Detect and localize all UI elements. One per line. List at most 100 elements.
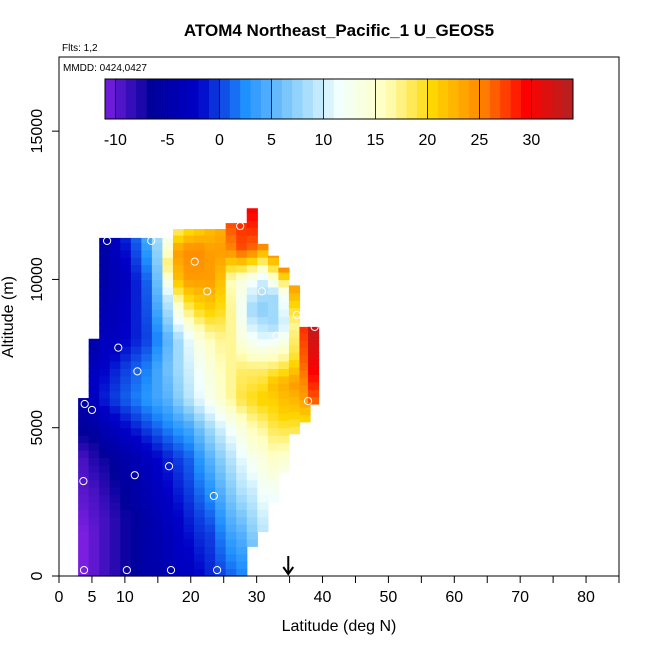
curtain-cell: [130, 257, 142, 266]
curtain-cell: [162, 323, 174, 332]
curtain-cell: [130, 398, 142, 407]
curtain-cell: [246, 294, 258, 303]
curtain-cell: [88, 546, 100, 555]
curtain-cell: [236, 360, 248, 369]
curtain-cell: [141, 435, 153, 444]
curtain-cell: [288, 307, 301, 316]
curtain-cell: [236, 272, 248, 281]
curtain-cell: [225, 457, 237, 466]
curtain-cell: [236, 487, 248, 496]
curtain-cell: [151, 338, 164, 347]
curtain-cell: [267, 449, 279, 458]
curtain-cell: [130, 272, 142, 281]
curtain-cell: [225, 568, 237, 577]
curtain-cell: [215, 501, 227, 510]
curtain-cell: [225, 279, 237, 288]
sample-point: [213, 565, 222, 575]
curtain-cell: [99, 294, 111, 303]
curtain-cell: [215, 427, 227, 436]
curtain-cell: [120, 249, 132, 258]
curtain-cell: [172, 375, 185, 384]
curtain-cell: [99, 360, 111, 369]
curtain-cell: [225, 346, 237, 355]
curtain-cell: [141, 516, 153, 525]
curtain-cell: [215, 279, 227, 288]
curtain-cell: [225, 390, 237, 399]
curtain-cell: [194, 323, 206, 332]
curtain-cell: [88, 531, 100, 540]
curtain-cell: [267, 487, 279, 496]
curtain-cell: [141, 494, 153, 503]
curtain-cell: [120, 516, 132, 525]
curtain-cell: [120, 353, 132, 362]
curtain-cell: [151, 516, 164, 525]
y-tick-label: 0: [29, 571, 46, 580]
curtain-cell: [236, 390, 248, 399]
curtain-cell: [204, 368, 216, 377]
curtain-cell: [120, 531, 132, 540]
curtain-cell: [194, 383, 206, 392]
curtain-cell: [130, 331, 142, 340]
curtain-cell: [215, 301, 227, 310]
curtain-cell: [215, 331, 227, 340]
curtain-cell: [194, 457, 206, 466]
curtain-cell: [288, 374, 301, 383]
curtain-cell: [151, 405, 164, 414]
curtain-cell: [151, 390, 164, 399]
curtain-cell: [278, 442, 290, 451]
sample-point: [133, 367, 142, 376]
curtain-cell: [246, 220, 258, 229]
curtain-cell: [172, 309, 185, 318]
curtain-cell: [236, 420, 248, 429]
curtain-cell: [204, 546, 216, 555]
curtain-cell: [183, 524, 195, 533]
curtain-cell: [99, 368, 111, 377]
sample-point: [164, 462, 174, 471]
curtain-cell: [78, 487, 90, 496]
curtain-cell: [183, 242, 195, 251]
curtain-cell: [172, 346, 185, 355]
curtain-cell: [172, 353, 185, 362]
curtain-cell: [183, 257, 195, 266]
curtain-cell: [246, 346, 258, 355]
curtain-cell: [141, 524, 153, 533]
curtain-cell: [183, 479, 195, 488]
curtain-cell: [141, 368, 153, 377]
curtain-cell: [99, 237, 111, 243]
curtain-cell: [257, 338, 269, 347]
curtain-cell: [236, 405, 248, 414]
curtain-cell: [130, 316, 142, 325]
curtain-cell: [109, 316, 121, 325]
curtain-cell: [88, 464, 100, 473]
curtain-cell: [183, 427, 195, 436]
curtain-cell: [183, 472, 195, 481]
curtain-cell: [267, 368, 279, 377]
curtain-cell: [162, 427, 174, 436]
curtain-cell: [109, 479, 121, 488]
sample-point: [130, 471, 139, 480]
curtain-cell: [225, 516, 237, 525]
curtain-cell: [246, 331, 258, 340]
curtain-cell: [141, 279, 153, 288]
curtain-cell: [141, 398, 153, 407]
curtain-cell: [141, 479, 153, 488]
curtain-cell: [225, 464, 237, 473]
curtain-cell: [151, 323, 164, 332]
curtain-cell: [78, 531, 90, 540]
curtain-cell: [183, 561, 195, 570]
colorbar-segment: [209, 79, 220, 119]
curtain-cell: [172, 509, 185, 518]
curtain-cell: [257, 442, 269, 451]
curtain-cell: [109, 546, 121, 555]
curtain-cell: [278, 323, 290, 332]
curtain-cell: [194, 249, 206, 258]
curtain-cell: [236, 516, 248, 525]
curtain-cell: [78, 501, 90, 510]
curtain-cell: [246, 538, 258, 547]
curtain-cell: [88, 442, 100, 451]
curtain-cell: [88, 398, 100, 407]
curtain-cell: [99, 279, 111, 288]
curtain-cell: [194, 405, 206, 414]
